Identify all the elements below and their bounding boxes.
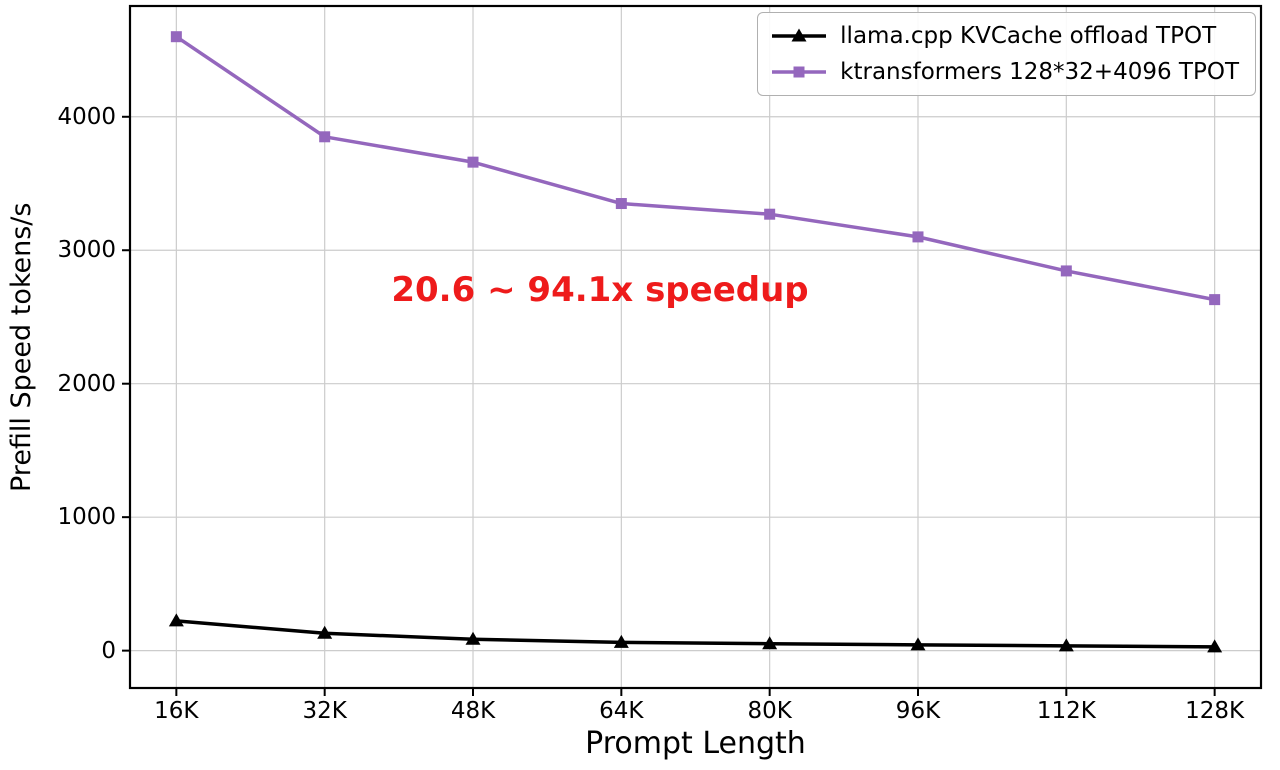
x-tick-label: 128K (1185, 698, 1245, 724)
square-marker-icon (615, 198, 627, 210)
square-marker-icon (467, 156, 479, 168)
triangle-marker-icon (762, 636, 778, 650)
square-marker-icon (1209, 294, 1221, 306)
triangle-marker-icon (1207, 639, 1223, 653)
y-tick-label: 1000 (57, 504, 116, 531)
triangle-marker-icon (317, 625, 333, 639)
x-axis-label: Prompt Length (585, 726, 806, 761)
triangle-marker-icon (613, 634, 629, 648)
legend-line-sample-icon (772, 66, 827, 78)
y-tick-label: 0 (101, 637, 116, 664)
x-tick-label: 112K (1036, 698, 1096, 724)
x-tick-label: 80K (747, 698, 792, 724)
square-marker-icon (912, 231, 924, 243)
legend-label: llama.cpp KVCache offload TPOT (840, 23, 1217, 49)
legend-line-sample-icon (772, 28, 827, 42)
y-tick-label: 3000 (57, 237, 116, 264)
legend-item-llama: llama.cpp KVCache offload TPOT (770, 23, 1239, 49)
triangle-marker-icon (465, 631, 481, 645)
x-tick-label: 64K (599, 698, 644, 724)
triangle-marker-icon (1058, 638, 1074, 652)
speedup-annotation: 20.6 ~ 94.1x speedup (391, 270, 809, 310)
square-marker-icon (764, 208, 776, 220)
triangle-marker-icon (910, 637, 926, 651)
square-marker-icon (793, 66, 805, 78)
x-tick-label: 16K (154, 698, 199, 724)
square-marker-icon (1060, 265, 1072, 277)
axes-spines (128, 4, 1263, 690)
legend-label: ktransformers 128*32+4096 TPOT (840, 59, 1239, 85)
square-marker-icon (170, 31, 182, 43)
legend: llama.cpp KVCache offload TPOT ktransfor… (757, 12, 1256, 96)
square-marker-icon (319, 131, 331, 143)
y-axis-label: Prefill Speed tokens/s (6, 202, 37, 492)
y-tick-label: 2000 (57, 370, 116, 397)
x-tick-label: 48K (450, 698, 496, 724)
triangle-marker-icon (168, 613, 184, 627)
triangle-marker-icon (791, 28, 807, 42)
series-line-0 (176, 619, 1215, 649)
x-tick-label: 32K (302, 698, 347, 724)
legend-item-ktransformers: ktransformers 128*32+4096 TPOT (770, 59, 1239, 85)
x-tick-label: 96K (895, 698, 941, 724)
y-tick-label: 4000 (57, 103, 116, 130)
series-line-1 (175, 35, 1215, 302)
